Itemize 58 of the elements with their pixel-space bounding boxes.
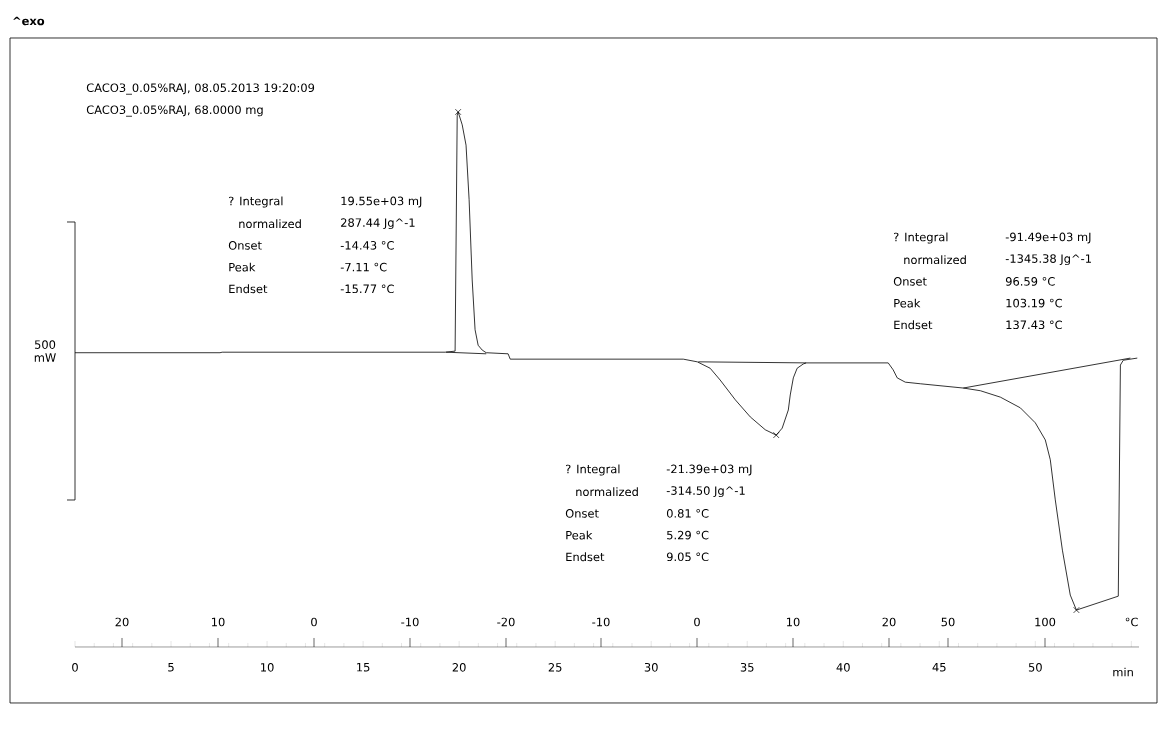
y-axis-title: 500 mW [34, 340, 56, 362]
x-tick-label: 45 [932, 663, 946, 672]
annotation: -21.39e+03 mJ [666, 464, 752, 476]
annotation: 0.81 °C [666, 509, 709, 518]
x-tick-label: 10 [261, 663, 274, 672]
annotation: 9.05 °C [666, 552, 709, 562]
annotation: -1345.38 Jg^-1 [1005, 254, 1091, 266]
x-tick-label: 40 [836, 663, 850, 672]
x-tick-label: 0 [72, 663, 78, 672]
x-tick-label: 5 [168, 663, 174, 672]
annotation: ? Integral [566, 464, 620, 476]
annotation: 287.44 Jg^-1 [341, 218, 415, 230]
annotation: -10 [592, 617, 610, 627]
chart-title: ^exo [13, 16, 45, 26]
annotation: Peak [566, 530, 593, 540]
annotation: Onset [228, 241, 262, 250]
annotation: -314.50 Jg^-1 [666, 486, 745, 498]
annotation: CACO3_0.05%RAJ, 68.0000 mg [86, 105, 263, 117]
annotation: Onset [893, 277, 927, 286]
annotation: 19.55e+03 mJ [341, 196, 422, 208]
annotation: ? Integral [894, 232, 948, 244]
annotation: 50 [941, 617, 955, 627]
x2-axis-title: °C [1125, 617, 1138, 627]
annotation: 100 [1035, 617, 1056, 627]
annotation: 0 [311, 617, 317, 627]
annotation: -91.49e+03 mJ [1005, 232, 1091, 244]
x-tick-label: 20 [452, 663, 466, 672]
annotation: normalized [239, 219, 301, 229]
text: CACO3_0.05%RAJ, 08.05.2013 19:20:09 [86, 83, 315, 95]
annotation: 103.19 °C [1006, 298, 1063, 308]
x-tick-label: 30 [644, 663, 658, 672]
annotation: normalized [576, 487, 638, 497]
annotation: 20 [115, 617, 129, 627]
annotation: ? Integral [229, 196, 283, 208]
annotation: -20 [497, 617, 515, 627]
annotation: 0 [694, 617, 700, 627]
annotation: -15.77 °C [340, 284, 394, 294]
annotation: 96.59 °C [1005, 277, 1055, 286]
annotation: Endset [894, 320, 933, 330]
annotation: normalized [904, 255, 966, 265]
annotation: 5.29 °C [667, 530, 709, 540]
annotation: 10 [211, 617, 225, 627]
x-axis-title: min [1113, 667, 1133, 677]
annotation: -14.43 °C [340, 241, 394, 250]
x-tick-label: 50 [1028, 663, 1042, 672]
annotation: 20 [882, 617, 896, 627]
annotation: 10 [786, 617, 800, 627]
annotation: Onset [565, 509, 599, 518]
annotation: -10 [401, 617, 419, 627]
annotation: -7.11 °C [340, 262, 387, 272]
x-tick-label: 15 [357, 663, 370, 672]
annotation: Endset [566, 552, 605, 562]
annotation: Peak [894, 298, 921, 308]
x-tick-label: 35 [740, 663, 754, 672]
x-tick-label: 25 [548, 663, 562, 672]
annotation: Peak [229, 262, 256, 272]
annotation: 137.43 °C [1006, 320, 1063, 330]
annotation: Endset [229, 284, 268, 294]
